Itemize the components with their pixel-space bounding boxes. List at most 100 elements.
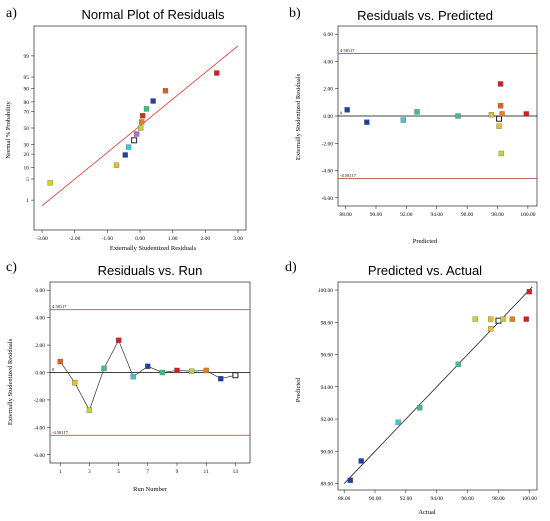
panel-c-point: [159, 369, 166, 376]
panel-a-normal-plot: a) Normal Plot of Residuals Externally S…: [5, 6, 247, 252]
panel-c-point: [72, 380, 78, 386]
panel-c-point: [203, 367, 209, 374]
panel-c-point: [115, 337, 122, 343]
panel-b-point: [455, 113, 461, 119]
panel-d-ylabel: Predicted: [295, 377, 302, 402]
panel-b-xtick-label: 90.00: [370, 212, 383, 218]
panel-b-point: [400, 117, 406, 123]
panel-d-ytick-label: 94.00: [321, 385, 334, 391]
panel-a-xtick-label: -3.00: [36, 236, 48, 242]
panel-c-title: Residuals vs. Run: [98, 263, 203, 278]
panel-d-ytick-label: 98.00: [321, 320, 334, 326]
panel-d-xtick-label: 96.00: [461, 496, 474, 502]
panel-c-ytick-label: -2.00: [34, 398, 46, 404]
panel-d-title: Predicted vs. Actual: [368, 263, 482, 278]
panel-b-xtick-label: 98.00: [491, 212, 504, 218]
panel-b-point: [496, 115, 503, 122]
panel-a-point: [131, 137, 138, 144]
panel-c-ytick-label: -4.00: [34, 425, 46, 431]
panel-c-ytick-label: 2.00: [35, 343, 45, 349]
panel-a-ytick-label: 5: [26, 177, 29, 183]
panel-c-limit-label: 4.58117: [52, 304, 67, 309]
panel-b-ytick-label: 6.00: [323, 32, 333, 38]
panel-d-ytick-label: 92.00: [321, 417, 334, 423]
panel-c-point: [232, 372, 239, 379]
panel-d-predicted-vs-actual: d) Predicted vs. Actual Actual Predicted…: [285, 260, 538, 516]
panel-c-xtick-label: 3: [88, 469, 91, 475]
panel-d-ytick-label: 90.00: [321, 449, 334, 455]
panel-c-connect-line: [59, 339, 236, 412]
panel-d-xtick-label: 94.00: [431, 496, 444, 502]
panel-a-ylabel: Normal % Probability: [5, 101, 12, 159]
panel-a-xtick-label: 0.00: [135, 236, 145, 242]
panel-c-xtick-label: 5: [117, 469, 120, 475]
panel-c-ylabel: Externally Studentized Residuals: [7, 338, 14, 425]
panel-c-point: [218, 376, 224, 382]
panel-d-xtick-label: 90.00: [369, 496, 382, 502]
panel-a-ytick-label: 95: [24, 75, 30, 81]
panel-d-ytick-label: 100.00: [318, 288, 333, 294]
panel-b-ytick-label: 2.00: [323, 87, 333, 93]
panel-a-xlabel: Externally Studentized Residuals: [110, 245, 197, 252]
panel-d-point: [455, 361, 461, 367]
panel-d-point: [495, 317, 502, 324]
panel-b-ytick-label: -4.00: [322, 169, 334, 175]
panel-b-point: [498, 150, 504, 157]
panel-d-xtick-label: 92.00: [400, 496, 413, 502]
panel-a-ytick-label: 90: [24, 86, 30, 92]
panel-d-xtick-label: 100.00: [522, 496, 537, 502]
panel-a-label: a): [6, 6, 17, 21]
panel-b-point: [499, 111, 505, 117]
panel-c-limit-label: -4.58117: [52, 430, 69, 435]
panel-a-point: [214, 70, 220, 76]
panel-c-xtick-label: 13: [233, 469, 239, 475]
panel-b-ytick-label: -6.00: [322, 196, 334, 202]
panel-a-point: [122, 152, 128, 158]
panel-d-plot-frame: [337, 281, 538, 491]
panel-a-point: [125, 144, 132, 150]
panel-b-point: [344, 107, 350, 113]
panel-a-ytick-label: 10: [24, 166, 30, 172]
panel-a-ytick-label: 20: [24, 152, 30, 158]
panel-b-xtick-label: 100.00: [520, 212, 535, 218]
panel-b-zero-label: 0: [340, 111, 343, 116]
panel-a-point: [138, 119, 145, 125]
panel-d-point: [488, 326, 494, 332]
panel-a-xtick-label: 3.00: [233, 236, 243, 242]
panel-a-xtick-label: 2.00: [201, 236, 211, 242]
panel-d-point: [488, 316, 494, 322]
panel-b-xtick-label: 96.00: [461, 212, 474, 218]
panel-c-point: [130, 373, 136, 380]
panel-c-xtick-label: 11: [204, 469, 210, 475]
panel-b-label: b): [289, 6, 301, 21]
panel-b-title: Residuals vs. Predicted: [357, 8, 493, 23]
panel-d-xtick-label: 98.00: [492, 496, 505, 502]
panel-a-xtick-label: -1.00: [102, 236, 114, 242]
panel-c-ytick-label: 4.00: [35, 316, 45, 322]
panel-c-xtick-label: 1: [59, 469, 62, 475]
panel-a-ytick-label: 70: [24, 110, 30, 116]
panel-d-point: [523, 316, 529, 322]
panel-a-point: [150, 98, 156, 104]
panel-c-xtick-label: 9: [176, 469, 179, 475]
panel-a-point: [138, 125, 144, 131]
panel-b-point: [414, 109, 420, 115]
panel-d-ytick-label: 96.00: [321, 353, 334, 359]
panel-d-point: [509, 316, 515, 322]
panel-c-xtick-label: 7: [146, 469, 149, 475]
panel-d-point: [472, 316, 478, 322]
panel-c-ytick-label: -6.00: [34, 453, 46, 459]
panel-a-ytick-label: 99: [24, 54, 30, 60]
panel-c-point: [57, 358, 63, 365]
panel-c-point: [101, 365, 107, 372]
panel-a-xtick-label: -2.00: [69, 236, 81, 242]
panel-a-ytick-label: 50: [24, 126, 30, 132]
panel-b-point: [496, 123, 502, 129]
panel-c-ytick-label: 0.00: [35, 371, 45, 377]
panel-d-point: [395, 419, 401, 425]
panel-a-xtick-label: 1.00: [168, 236, 178, 242]
panel-b-ytick-label: 0.00: [323, 114, 333, 120]
panel-b-ytick-label: 4.00: [323, 59, 333, 65]
panel-a-point: [134, 131, 140, 137]
